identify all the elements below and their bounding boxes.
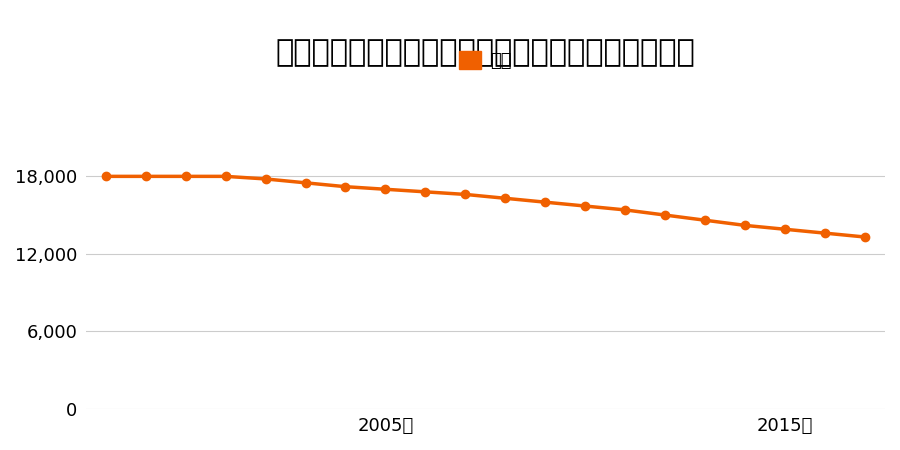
Title: 新潟県岩船郡関川村大字下関８９４番２の地価推移: 新潟県岩船郡関川村大字下関８９４番２の地価推移 bbox=[275, 38, 695, 67]
Legend: 価格: 価格 bbox=[452, 44, 518, 77]
